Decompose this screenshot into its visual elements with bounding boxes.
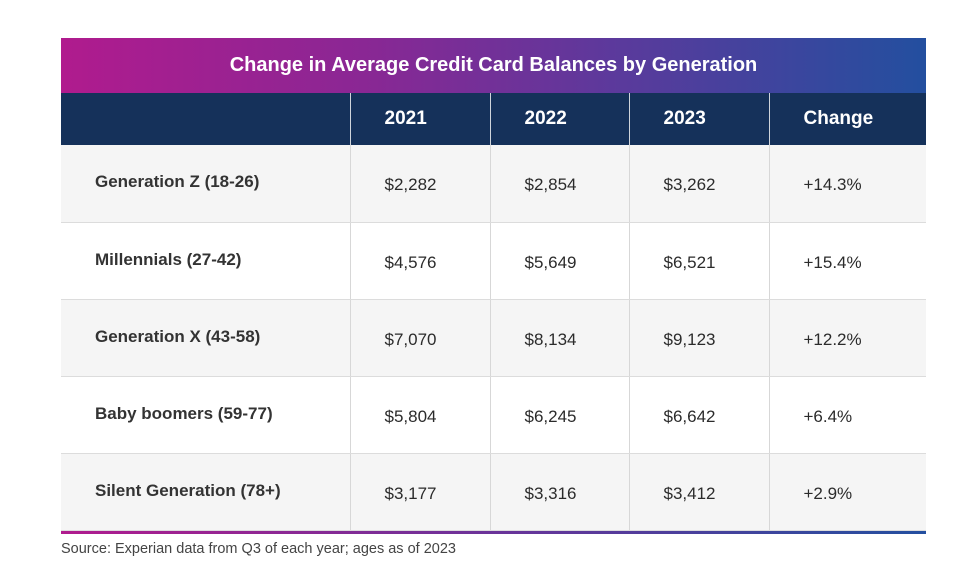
value-cell-2023: $3,262 bbox=[628, 145, 769, 223]
value-cell-2023: $6,521 bbox=[628, 222, 769, 300]
value-cell-2023: $3,412 bbox=[628, 453, 769, 531]
value-cell-2023: $9,123 bbox=[628, 299, 769, 377]
value-cell-2022: $2,854 bbox=[489, 145, 629, 223]
table-row: Silent Generation (78+) $3,177 $3,316 $3… bbox=[61, 453, 926, 531]
balances-table: 2021 2022 2023 Change Generation Z (18-2… bbox=[61, 93, 926, 531]
header-cell-2021: 2021 bbox=[349, 93, 490, 145]
table-title: Change in Average Credit Card Balances b… bbox=[61, 38, 926, 93]
value-cell-2021: $5,804 bbox=[349, 376, 490, 454]
value-cell-change: +14.3% bbox=[768, 145, 926, 223]
row-label: Silent Generation (78+) bbox=[61, 453, 350, 531]
header-cell-generation bbox=[61, 93, 350, 145]
row-label: Generation Z (18-26) bbox=[61, 145, 350, 223]
value-cell-2022: $5,649 bbox=[489, 222, 629, 300]
bottom-accent-bar bbox=[61, 530, 926, 534]
source-note: Source: Experian data from Q3 of each ye… bbox=[61, 541, 456, 557]
value-cell-2021: $3,177 bbox=[349, 453, 490, 531]
table-row: Millennials (27-42) $4,576 $5,649 $6,521… bbox=[61, 222, 926, 300]
value-cell-2022: $6,245 bbox=[489, 376, 629, 454]
row-label: Generation X (43-58) bbox=[61, 299, 350, 377]
value-cell-2022: $8,134 bbox=[489, 299, 629, 377]
value-cell-change: +12.2% bbox=[768, 299, 926, 377]
value-cell-2023: $6,642 bbox=[628, 376, 769, 454]
header-cell-change: Change bbox=[768, 93, 926, 145]
row-label: Millennials (27-42) bbox=[61, 222, 350, 300]
table-row: Baby boomers (59-77) $5,804 $6,245 $6,64… bbox=[61, 376, 926, 454]
value-cell-2022: $3,316 bbox=[489, 453, 629, 531]
value-cell-change: +2.9% bbox=[768, 453, 926, 531]
table-row: Generation Z (18-26) $2,282 $2,854 $3,26… bbox=[61, 145, 926, 223]
header-cell-2023: 2023 bbox=[628, 93, 769, 145]
value-cell-change: +6.4% bbox=[768, 376, 926, 454]
value-cell-change: +15.4% bbox=[768, 222, 926, 300]
row-label: Baby boomers (59-77) bbox=[61, 376, 350, 454]
header-row: 2021 2022 2023 Change bbox=[61, 93, 926, 145]
value-cell-2021: $2,282 bbox=[349, 145, 490, 223]
balances-table-card: Change in Average Credit Card Balances b… bbox=[61, 38, 926, 534]
value-cell-2021: $4,576 bbox=[349, 222, 490, 300]
table-row: Generation X (43-58) $7,070 $8,134 $9,12… bbox=[61, 299, 926, 377]
value-cell-2021: $7,070 bbox=[349, 299, 490, 377]
header-cell-2022: 2022 bbox=[489, 93, 629, 145]
